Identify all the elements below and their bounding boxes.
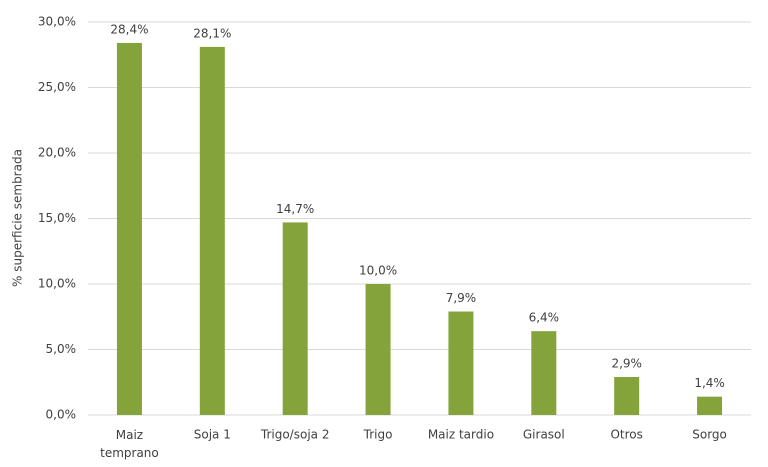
- data-label: 28,1%: [193, 26, 231, 40]
- bar: [697, 396, 723, 415]
- bar: [199, 46, 225, 415]
- x-tick-label: Sorgo: [692, 428, 727, 442]
- x-tick-label: Maiz temprano: [100, 428, 159, 460]
- x-tick-label: Girasol: [523, 428, 565, 442]
- y-tick-label: 10,0%: [38, 277, 76, 291]
- data-label: 14,7%: [276, 202, 314, 216]
- data-label: 10,0%: [359, 264, 397, 278]
- data-label: 7,9%: [446, 291, 477, 305]
- data-label: 28,4%: [110, 22, 148, 36]
- x-tick-label: Otros: [610, 428, 642, 442]
- y-tick-label: 0,0%: [46, 408, 77, 422]
- data-label: 6,4%: [529, 311, 560, 325]
- bar: [365, 284, 391, 415]
- data-label: 2,9%: [611, 357, 642, 371]
- bar: [116, 42, 142, 416]
- y-tick-label: 5,0%: [46, 342, 77, 356]
- x-tick-label: Soja 1: [194, 428, 231, 442]
- y-tick-label: 15,0%: [38, 211, 76, 225]
- bar: [614, 377, 640, 415]
- y-tick-label: 20,0%: [38, 146, 76, 160]
- y-tick-label: 30,0%: [38, 15, 76, 29]
- bar: [282, 222, 308, 415]
- data-label: 1,4%: [694, 376, 725, 390]
- x-tick-label: Trigo/soja 2: [260, 428, 330, 442]
- x-tick-label: Maiz tardio: [428, 428, 494, 442]
- bar: [448, 311, 474, 415]
- y-tick-label: 25,0%: [38, 80, 76, 94]
- y-axis-label: % superficie sembrada: [11, 149, 25, 287]
- bar: [531, 331, 557, 415]
- x-tick-label: Trigo: [363, 428, 393, 442]
